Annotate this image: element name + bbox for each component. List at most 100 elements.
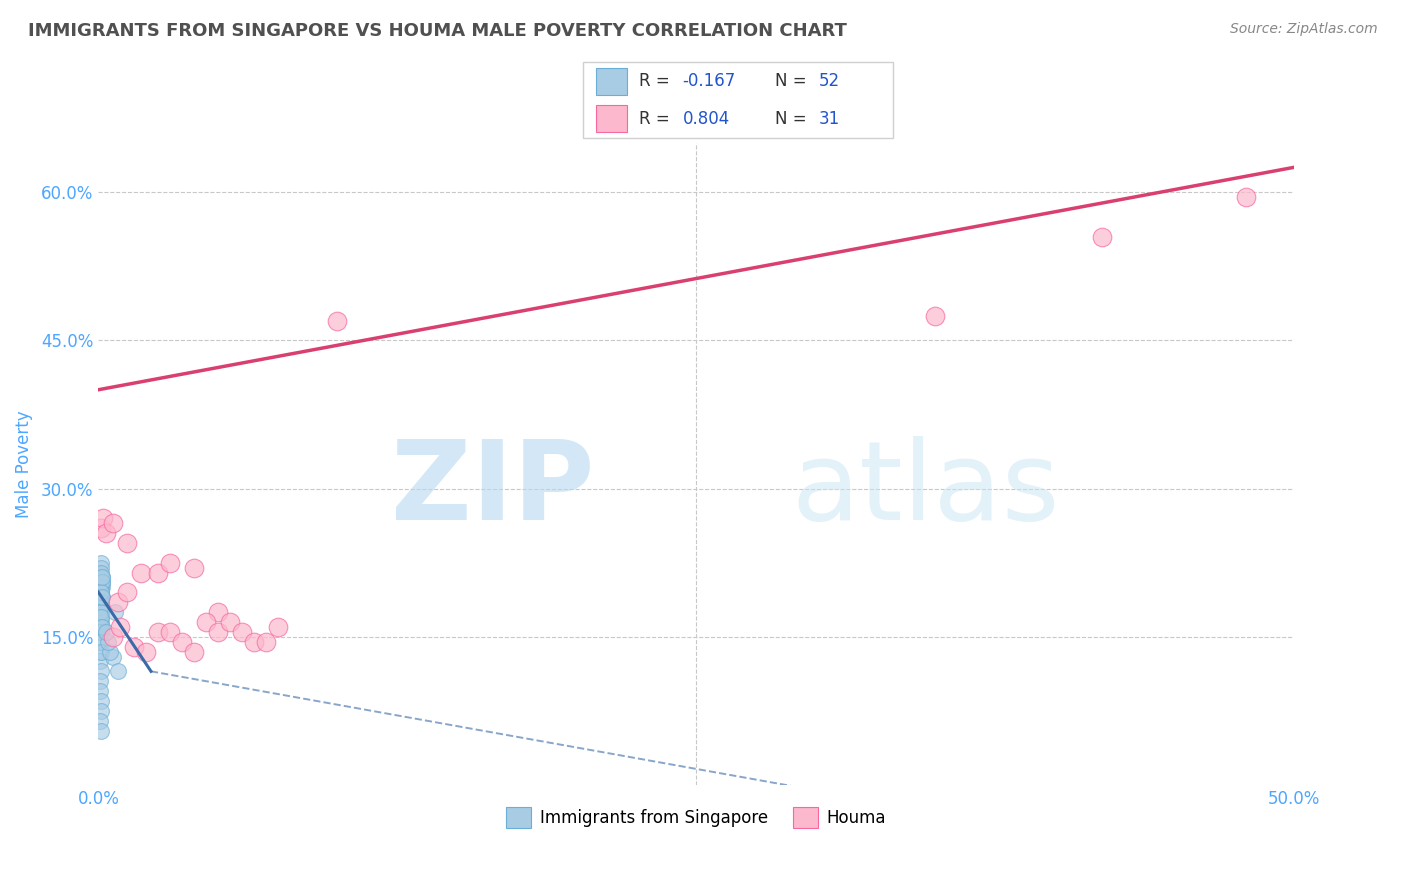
Text: IMMIGRANTS FROM SINGAPORE VS HOUMA MALE POVERTY CORRELATION CHART: IMMIGRANTS FROM SINGAPORE VS HOUMA MALE … <box>28 22 846 40</box>
Point <box>91 511 114 525</box>
Text: 52: 52 <box>818 72 839 90</box>
Point <box>267 620 290 634</box>
Text: 0.804: 0.804 <box>682 110 730 128</box>
Point <box>231 624 253 639</box>
Point <box>90 556 112 570</box>
Point <box>90 620 112 634</box>
Point <box>90 644 112 658</box>
Point <box>101 649 124 664</box>
Point <box>90 704 112 718</box>
Point <box>89 605 111 619</box>
Text: ZIP: ZIP <box>391 436 595 543</box>
FancyBboxPatch shape <box>596 68 627 95</box>
Point <box>89 624 111 639</box>
Point <box>183 644 205 658</box>
Point <box>89 634 111 648</box>
Point <box>195 615 218 629</box>
Point <box>90 585 112 599</box>
Point <box>101 630 124 644</box>
Point <box>115 536 138 550</box>
Point <box>243 634 266 648</box>
Point <box>326 313 349 327</box>
Text: N =: N = <box>775 72 813 90</box>
Point <box>90 624 112 639</box>
Point <box>219 615 242 629</box>
Point <box>159 556 181 570</box>
Y-axis label: Male Poverty: Male Poverty <box>14 410 32 517</box>
Point <box>90 521 112 535</box>
Text: atlas: atlas <box>792 436 1060 543</box>
Point <box>89 674 111 689</box>
Point <box>90 620 112 634</box>
Text: R =: R = <box>640 110 675 128</box>
Point <box>90 570 112 584</box>
Point <box>104 605 127 619</box>
Point <box>90 566 112 580</box>
Point <box>159 624 181 639</box>
Point <box>90 610 112 624</box>
Point <box>90 580 112 594</box>
Point <box>90 585 112 599</box>
Point <box>90 591 112 605</box>
Point <box>89 684 111 698</box>
Point <box>90 605 112 619</box>
Point <box>172 634 194 648</box>
Point <box>107 595 129 609</box>
Point <box>90 644 112 658</box>
Point <box>90 575 112 590</box>
Point <box>1091 229 1114 244</box>
Point <box>89 585 111 599</box>
Point <box>97 634 120 648</box>
Text: R =: R = <box>640 72 675 90</box>
Point <box>90 595 112 609</box>
Point <box>90 591 112 605</box>
Point <box>90 580 112 594</box>
Point <box>90 585 112 599</box>
Point <box>89 655 111 669</box>
Point <box>124 640 146 654</box>
Text: -0.167: -0.167 <box>682 72 735 90</box>
Point <box>90 591 112 605</box>
Point <box>90 610 112 624</box>
Point <box>207 605 229 619</box>
Point <box>90 615 112 629</box>
Point <box>107 665 129 679</box>
Point <box>135 644 157 658</box>
Point <box>1234 190 1257 204</box>
Point <box>131 566 153 580</box>
Point <box>89 566 111 580</box>
Point <box>91 570 114 584</box>
Point <box>90 575 112 590</box>
Point <box>108 620 131 634</box>
Point <box>115 585 138 599</box>
Point <box>89 714 111 728</box>
Point <box>90 575 112 590</box>
Point <box>148 624 170 639</box>
Point <box>90 723 112 738</box>
Point <box>90 665 112 679</box>
Legend: Immigrants from Singapore, Houma: Immigrants from Singapore, Houma <box>499 801 893 834</box>
Point <box>90 560 112 574</box>
FancyBboxPatch shape <box>583 62 893 138</box>
Point <box>90 600 112 615</box>
Point <box>94 526 117 541</box>
Point <box>90 570 112 584</box>
Point <box>90 605 112 619</box>
Text: Source: ZipAtlas.com: Source: ZipAtlas.com <box>1230 22 1378 37</box>
Point <box>90 634 112 648</box>
Point <box>924 309 946 323</box>
Point <box>183 560 205 574</box>
Text: 31: 31 <box>818 110 839 128</box>
Text: N =: N = <box>775 110 813 128</box>
Point <box>254 634 277 648</box>
Point <box>90 575 112 590</box>
Point <box>101 516 124 530</box>
FancyBboxPatch shape <box>596 105 627 132</box>
Point <box>148 566 170 580</box>
Point <box>90 620 112 634</box>
Point <box>90 694 112 708</box>
Point <box>90 595 112 609</box>
Point <box>207 624 229 639</box>
Point <box>98 644 122 658</box>
Point <box>94 624 117 639</box>
